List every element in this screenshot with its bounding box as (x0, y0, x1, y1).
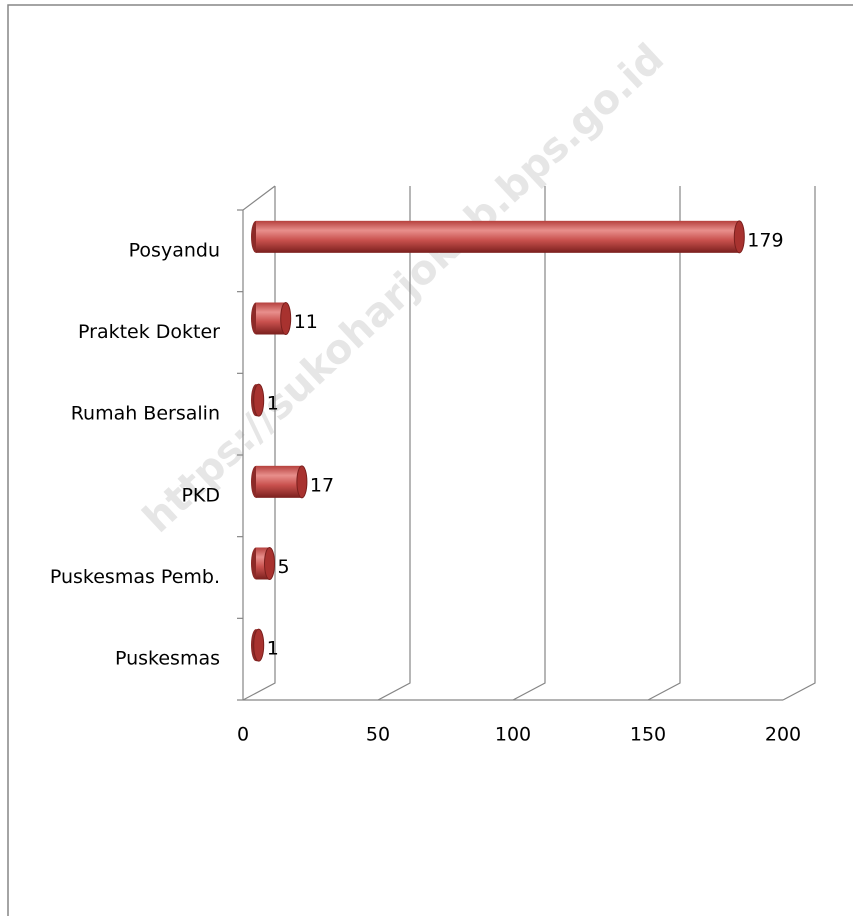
x-tick-label: 100 (495, 724, 531, 746)
bar (256, 220, 740, 253)
x-tick-label: 200 (765, 724, 801, 746)
grid-line (512, 186, 546, 701)
data-label: 179 (747, 229, 783, 251)
y-tick-label: Puskesmas Pemb. (50, 566, 220, 588)
data-label: 1 (267, 393, 279, 415)
bar-cap (733, 220, 745, 254)
y-tick-label: Puskesmas (115, 648, 220, 670)
data-label: 1 (267, 638, 279, 660)
y-tick-label: PKD (181, 484, 220, 506)
y-tick-label: Praktek Dokter (78, 321, 220, 343)
bar-cap (253, 628, 265, 662)
grid-line (647, 186, 681, 701)
data-label: 11 (294, 311, 318, 333)
data-label: 5 (278, 556, 290, 578)
x-tick-label: 50 (366, 724, 390, 746)
bar-cap (264, 547, 275, 580)
bar-cap (280, 302, 292, 335)
watermark: https://sukoharjokab.bps.go.id (134, 35, 672, 542)
grid-line (242, 186, 276, 701)
chart-frame (7, 4, 853, 916)
x-tick-label: 0 (237, 724, 249, 746)
grid-line (782, 186, 816, 701)
y-tick-label: Rumah Bersalin (71, 403, 220, 425)
x-tick-label: 150 (630, 724, 666, 746)
data-label: 17 (310, 474, 334, 496)
bar (256, 465, 302, 498)
bar-cap (253, 383, 265, 417)
grid-line (377, 186, 411, 701)
bar-cap (296, 465, 308, 499)
y-tick-label: Posyandu (129, 239, 220, 261)
